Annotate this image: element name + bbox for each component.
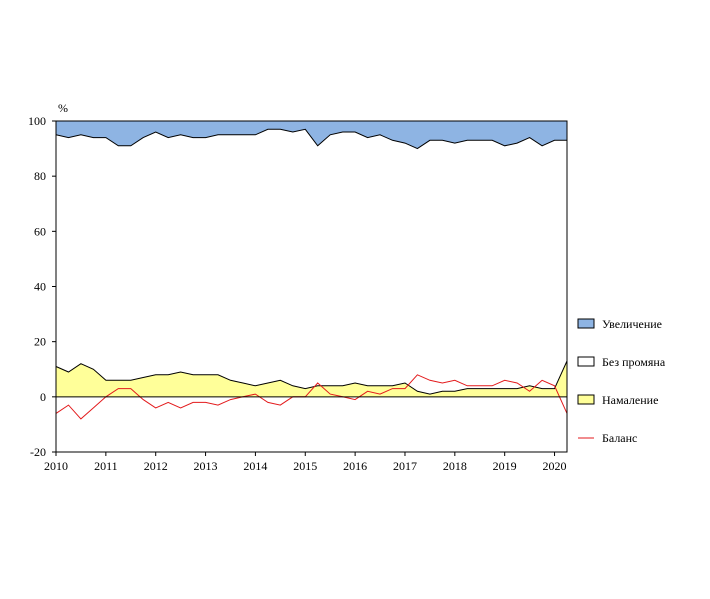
x-tick-label: 2012	[144, 459, 168, 473]
y-tick-label: 40	[34, 280, 46, 294]
area-uvelichenie	[56, 121, 567, 149]
legend-swatch-2	[577, 394, 595, 405]
line-balans	[55, 374, 568, 420]
y-tick-label: -20	[30, 445, 46, 459]
x-tick-label: 2011	[94, 459, 118, 473]
legend-swatch-0	[577, 318, 595, 329]
y-tick-label: 0	[40, 390, 46, 404]
y-tick-label: 100	[28, 114, 46, 128]
plot-area	[55, 121, 568, 420]
x-tick-label: 2019	[493, 459, 517, 473]
legend-label-2: Намаление	[602, 393, 658, 407]
y-tick-label: 60	[34, 224, 46, 238]
x-tick-label: 2014	[243, 459, 267, 473]
x-tick-label: 2010	[44, 459, 68, 473]
legend: Увеличение Без промяна Намаление Баланс	[577, 317, 666, 445]
x-tick-label: 2015	[293, 459, 317, 473]
boundary-uvelichenie	[55, 128, 567, 150]
y-unit-label: %	[58, 101, 68, 115]
x-tick-label: 2013	[194, 459, 218, 473]
legend-label-1: Без промяна	[602, 355, 666, 369]
x-tick-label: 2016	[343, 459, 367, 473]
legend-swatch-1	[577, 356, 595, 367]
area-bez-promyana	[56, 129, 567, 395]
y-tick-label: 80	[34, 169, 46, 183]
area-namalenie	[56, 361, 567, 397]
boundary-namalenie	[55, 360, 568, 395]
legend-label-3: Баланс	[602, 431, 637, 445]
y-tick-label: 20	[34, 335, 46, 349]
axes: -20 0 20 40 60 80 100% 2010 2011 2012 2013 2014 2015…	[28, 101, 568, 473]
x-tick-label: 2018	[443, 459, 467, 473]
x-tick-label: 2020	[543, 459, 567, 473]
legend-label-0: Увеличение	[602, 317, 662, 331]
x-tick-label: 2017	[393, 459, 417, 473]
